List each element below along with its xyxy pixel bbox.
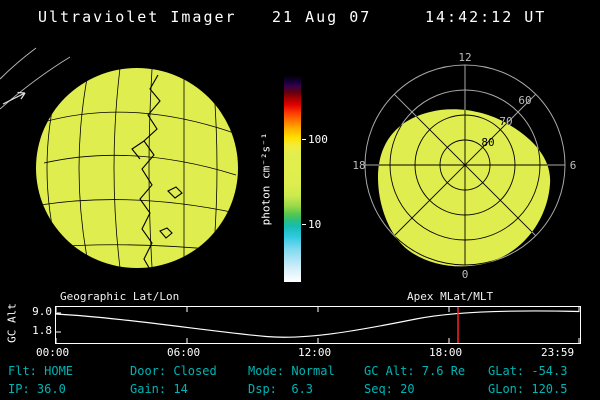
status-door: Door: Closed: [130, 364, 217, 378]
status-glat: GLat: -54.3: [488, 364, 568, 378]
mlt-label-0: 0: [462, 268, 469, 280]
gc-alt-curve: [55, 310, 580, 338]
colorbar-tick-label-10: 10: [308, 218, 322, 231]
colorbar-tick-label-100: 100: [308, 133, 328, 146]
polar-grid-on-image: [378, 109, 551, 266]
colorbar-units-label: photon cm⁻²s⁻¹: [259, 132, 273, 226]
header-date: 21 Aug 07: [272, 8, 372, 26]
gc-alt-axis-label: GC Alt: [5, 303, 19, 343]
geo-panel-title: Geographic Lat/Lon: [60, 290, 180, 303]
gc-alt-plot: [55, 307, 580, 343]
coastline-path: [131, 74, 183, 268]
header-time: 14:42:12 UT: [425, 8, 547, 26]
xtick-1800: 18:00: [429, 346, 463, 359]
gc-alt-strip-chart: [55, 306, 581, 344]
axis-ticks: [55, 307, 580, 343]
xtick-1200: 12:00: [298, 346, 332, 359]
geographic-image-panel: [0, 47, 238, 268]
status-gain: Gain: 14: [130, 382, 188, 396]
xtick-0600: 06:00: [167, 346, 201, 359]
uv-image-disk: [36, 68, 238, 268]
status-flt: Flt: HOME: [8, 364, 74, 378]
xtick-2359: 23:59: [541, 346, 575, 359]
mlt-label-18: 18: [352, 159, 365, 172]
status-glon: GLon: 120.5: [488, 382, 568, 396]
uv-image-blob: [378, 109, 551, 267]
geo-grid-outside: [0, 47, 71, 110]
xtick-0000: 00:00: [36, 346, 70, 359]
status-gc-alt: GC Alt: 7.6 Re: [364, 364, 466, 378]
app-title: Ultraviolet Imager: [38, 8, 237, 26]
status-seq: Seq: 20: [364, 382, 415, 396]
north-arrow-icon: [2, 91, 26, 105]
status-mode: Mode: Normal: [248, 364, 335, 378]
colorbar-tick-100: [302, 139, 306, 140]
ytick-1-8: 1.8: [32, 324, 52, 337]
mlat-label-60: 60: [518, 94, 531, 107]
mlt-label-6: 6: [570, 159, 577, 172]
colorbar: [284, 76, 301, 282]
colorbar-tick-10: [302, 224, 306, 225]
ytick-9: 9.0: [32, 305, 52, 318]
apex-polar-panel: 12 18 6 0 60 70 80 12 18 6 0 60 70: [352, 52, 577, 280]
status-dsp: Dsp: 6.3: [248, 382, 314, 396]
status-ip: IP: 36.0: [8, 382, 66, 396]
apex-panel-title: Apex MLat/MLT: [407, 290, 494, 303]
mlat-label-80-overlay: 80: [481, 136, 494, 149]
mlt-label-12: 12: [458, 52, 471, 64]
